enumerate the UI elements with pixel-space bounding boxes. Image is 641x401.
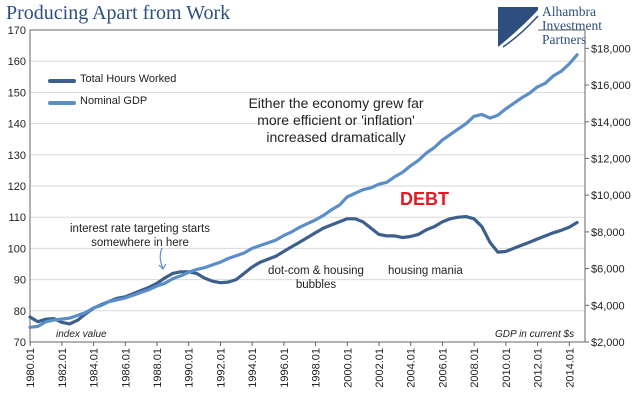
left-tick-label: 170 <box>8 25 26 37</box>
x-tick-label: 2010.01 <box>501 348 513 388</box>
x-tick-label: 2014.01 <box>564 348 576 388</box>
x-tick-label: 2012.01 <box>533 348 545 388</box>
x-tick-label: 2004.01 <box>406 348 418 388</box>
plot-frame <box>29 29 586 343</box>
annotation-arrow-head <box>158 263 167 270</box>
x-tick-label: 2006.01 <box>437 348 449 388</box>
x-axis: 1980.01 1982.01 1984.01 1986.01 1988.01 1990.… <box>25 342 576 388</box>
right-tick-label: $18,000 <box>591 43 631 55</box>
right-tick-label: $6,000 <box>591 264 625 276</box>
series-nominal-gdp-line <box>28 53 579 329</box>
x-tick-label: 1992.01 <box>215 348 227 388</box>
right-tick-label: $8,000 <box>591 227 625 239</box>
annotation-dotcom: dot-com & housing bubbles <box>268 265 364 291</box>
left-tick-label: 70 <box>14 337 26 349</box>
x-tick-label: 1986.01 <box>120 348 132 388</box>
legend-swatch-hours <box>48 79 76 83</box>
x-tick-label: 1980.01 <box>25 348 37 388</box>
left-tick-label: 110 <box>8 212 26 224</box>
logo-emblem-icon <box>498 7 539 48</box>
right-tick-label: $4,000 <box>591 300 625 312</box>
left-tick-label: 120 <box>8 181 26 193</box>
right-tick-label: $12,000 <box>591 153 631 165</box>
left-axis-label: index value <box>56 329 107 340</box>
right-tick-label: $14,000 <box>591 117 631 129</box>
left-tick-label: 130 <box>8 150 26 162</box>
company-logo: Alhambra Investment Partners <box>497 3 637 57</box>
x-tick-label: 1994.01 <box>247 348 259 388</box>
annotation-arrow <box>159 247 164 269</box>
left-axis: 70 80 90 100 110 120 130 140 150 160 170 <box>8 25 26 349</box>
annotation-rate-targeting: interest rate targeting starts somewhere… <box>70 223 210 249</box>
legend-swatch-gdp <box>48 101 76 105</box>
left-tick-label: 140 <box>8 119 26 131</box>
x-tick-label: 1990.01 <box>184 348 196 388</box>
left-tick-label: 150 <box>8 87 26 99</box>
x-tick-label: 1982.01 <box>57 348 69 388</box>
x-tick-label: 2000.01 <box>342 348 354 388</box>
left-tick-label: 100 <box>8 243 26 255</box>
right-tick-label: $10,000 <box>591 190 631 202</box>
logo-line-1: Alhambra <box>542 4 596 19</box>
right-axis: $2,000 $4,000 $6,000 $8,000 $10,000 $12,000 $1… <box>585 43 631 349</box>
series-layer <box>28 53 579 329</box>
annotation-main: Either the economy grew far more efficie… <box>248 95 424 145</box>
x-tick-label: 1996.01 <box>279 348 291 388</box>
right-tick-label: $16,000 <box>591 80 631 92</box>
x-tick-label: 1988.01 <box>152 348 164 388</box>
left-tick-label: 80 <box>14 306 26 318</box>
annotation-housing: housing mania <box>388 265 463 277</box>
right-axis-label: GDP in current $s <box>495 329 575 340</box>
legend-label-gdp: Nominal GDP <box>80 95 148 107</box>
x-tick-label: 2008.01 <box>469 348 481 388</box>
logo-line-3: Partners <box>542 32 587 47</box>
x-tick-label: 1998.01 <box>311 348 323 388</box>
right-tick-label: $2,000 <box>591 337 625 349</box>
legend-label-hours: Total Hours Worked <box>80 73 177 85</box>
x-tick-label: 1984.01 <box>89 348 101 388</box>
logo-line-2: Investment <box>542 18 602 33</box>
left-tick-label: 90 <box>14 275 26 287</box>
left-tick-label: 160 <box>8 56 26 68</box>
chart-title: Producing Apart from Work <box>6 2 231 24</box>
x-tick-label: 2002.01 <box>374 348 386 388</box>
annotation-debt: DEBT <box>400 189 449 209</box>
